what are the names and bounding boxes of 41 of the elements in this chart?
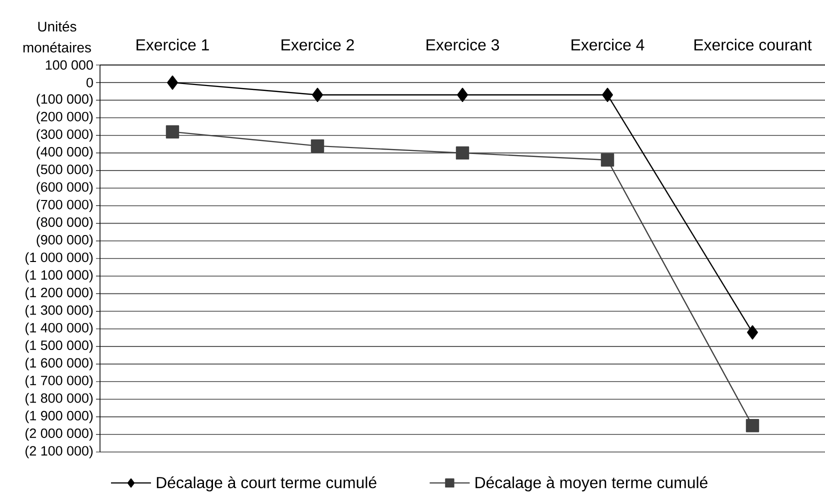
point (602, 88, 613, 102)
y-tick-label: (2 000 000) (26, 428, 93, 441)
y-tick-label: (600 000) (36, 182, 93, 194)
y-tick-label: (100 000) (36, 94, 93, 106)
point (166, 125, 180, 138)
y-tick-label: 0 (86, 78, 93, 88)
y-tick-label: (800 000) (36, 217, 93, 230)
y-tick-label: (1 500 000) (26, 340, 93, 353)
x-tick-label: Exercice courant (694, 38, 812, 50)
point (747, 325, 758, 340)
y-tick-label: (1 700 000) (26, 375, 93, 388)
point (310, 139, 324, 153)
legend-label: Décalage à court terme cumulé (156, 476, 376, 492)
point (312, 88, 323, 102)
point (456, 146, 470, 160)
y-tick-label: (1 200 000) (26, 287, 93, 300)
point (167, 75, 178, 90)
x-tick-label: Exercice 4 (572, 38, 644, 50)
legend-label: Décalage à moyen terme cumulé (476, 476, 708, 492)
y-tick-label: (1 600 000) (26, 358, 93, 370)
x-tick-label: Exercice 1 (136, 38, 209, 50)
y-tick-label: (1 000 000) (26, 252, 93, 265)
y-tick-label: (1 900 000) (26, 410, 93, 424)
y-tick-label: 100 000 (46, 60, 93, 70)
y-tick-label: (400 000) (36, 146, 93, 160)
y-axis-title: Unités monétaires (23, 21, 91, 52)
y-tick-label: (700 000) (36, 199, 93, 212)
x-tick-label: Exercice 2 (282, 38, 354, 50)
y-tick-label: (1 100 000) (26, 270, 93, 282)
y-tick-label: (900 000) (36, 234, 93, 248)
y-tick-label: (1 400 000) (26, 322, 93, 336)
y-tick-label: (2 100 000) (26, 446, 93, 458)
y-tick-label: (200 000) (36, 112, 93, 124)
x-tick-label: Exercice 3 (426, 38, 499, 50)
y-tick-label: (500 000) (36, 164, 93, 177)
point (746, 419, 760, 432)
point (457, 88, 468, 102)
y-tick-label: (1 300 000) (26, 305, 93, 318)
y-tick-label: (300 000) (36, 129, 93, 142)
point (600, 153, 614, 167)
y-tick-label: (1 800 000) (26, 392, 93, 406)
